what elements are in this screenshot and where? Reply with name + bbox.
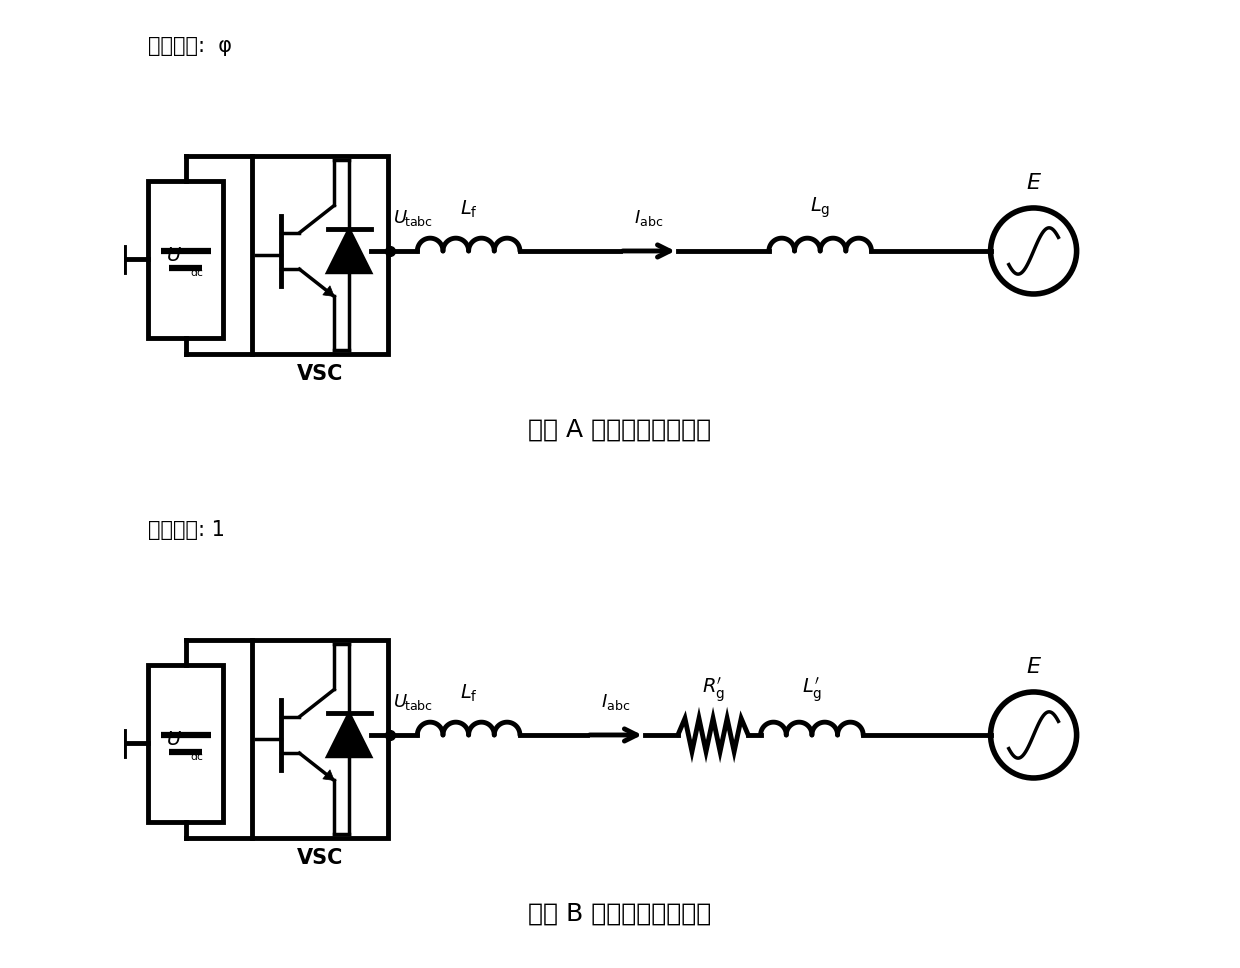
Text: $U_{\!\mathrm{tabc}}$: $U_{\!\mathrm{tabc}}$ [393, 208, 433, 227]
Text: 功率因数: 1: 功率因数: 1 [149, 520, 226, 540]
Text: $R_{\mathrm{g}}'$: $R_{\mathrm{g}}'$ [702, 675, 724, 704]
Text: $U$: $U$ [166, 731, 181, 749]
Text: $L_{\mathrm{g}}$: $L_{\mathrm{g}}$ [810, 195, 831, 220]
Polygon shape [322, 286, 335, 296]
Text: $E$: $E$ [1025, 173, 1042, 193]
Text: $U$: $U$ [166, 247, 181, 265]
Polygon shape [322, 770, 335, 780]
Polygon shape [327, 229, 371, 272]
Text: 系统 A 变流器并网示意图: 系统 A 变流器并网示意图 [528, 417, 712, 441]
Bar [149, 665, 223, 822]
Text: VSC: VSC [296, 364, 343, 384]
Text: $I_{\mathrm{abc}}$: $I_{\mathrm{abc}}$ [635, 208, 663, 227]
Text: VSC: VSC [296, 848, 343, 868]
Polygon shape [327, 713, 371, 756]
Text: $_{\mathrm{dc}}$: $_{\mathrm{dc}}$ [190, 264, 205, 279]
Text: $E$: $E$ [1025, 657, 1042, 677]
Bar [252, 640, 388, 838]
Text: $U_{\!\mathrm{tabc}}$: $U_{\!\mathrm{tabc}}$ [393, 692, 433, 711]
Bar [252, 156, 388, 354]
Bar [149, 181, 223, 338]
Text: $L_{\mathrm{g}}'$: $L_{\mathrm{g}}'$ [802, 675, 822, 704]
Text: 系统 B 变流器并网示意图: 系统 B 变流器并网示意图 [528, 901, 712, 925]
Text: $L_{\mathrm{f}}$: $L_{\mathrm{f}}$ [460, 682, 477, 704]
Text: $I_{\mathrm{abc}}$: $I_{\mathrm{abc}}$ [601, 692, 630, 711]
Text: 功率因数:  φ: 功率因数: φ [149, 36, 232, 56]
Text: $L_{\mathrm{f}}$: $L_{\mathrm{f}}$ [460, 198, 477, 220]
Text: $_{\mathrm{dc}}$: $_{\mathrm{dc}}$ [190, 748, 205, 763]
